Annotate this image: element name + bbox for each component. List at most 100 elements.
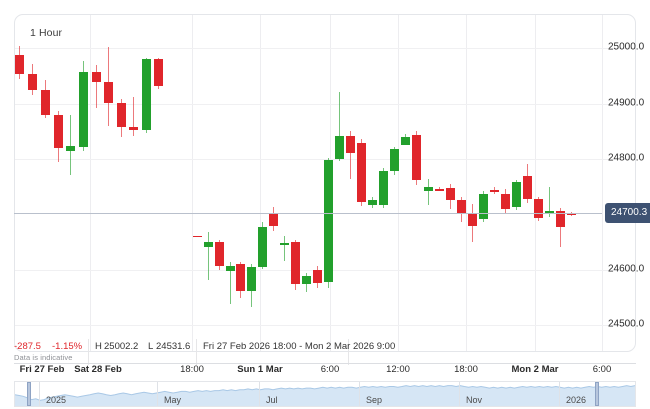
navigator-label: Jul bbox=[266, 395, 278, 405]
navigator-label: Sep bbox=[366, 395, 383, 405]
candle-wick bbox=[494, 186, 495, 194]
candle-body bbox=[66, 145, 75, 152]
price-axis-label: 24800.0 bbox=[608, 152, 645, 164]
low-value: 24531.6 bbox=[156, 341, 191, 352]
candle-wick bbox=[405, 133, 406, 140]
candle-body bbox=[247, 266, 256, 292]
period-range: Fri 27 Feb 2026 18:00 - Mon 2 Mar 2026 9… bbox=[203, 341, 396, 352]
candle-wick bbox=[208, 232, 209, 280]
candle-body bbox=[412, 134, 421, 181]
candle-body bbox=[104, 81, 113, 103]
candle-body bbox=[468, 213, 477, 226]
candle-body bbox=[512, 182, 521, 207]
candle-body bbox=[54, 114, 63, 149]
candle-wick bbox=[560, 207, 561, 247]
candle-body bbox=[379, 171, 388, 205]
navigator-gridline bbox=[459, 382, 460, 406]
candle-body bbox=[357, 142, 366, 203]
current-price-line bbox=[14, 213, 602, 215]
low-label: L bbox=[148, 341, 154, 352]
gridline-vertical bbox=[466, 15, 467, 351]
candle-body bbox=[390, 149, 399, 172]
candle-body bbox=[41, 90, 50, 115]
candle-body bbox=[15, 55, 24, 74]
time-axis-label: Sat 28 Feb bbox=[74, 364, 122, 375]
price-axis-label: 24600.0 bbox=[608, 263, 645, 275]
navigator-handle-left[interactable] bbox=[27, 382, 31, 406]
candle-body bbox=[269, 213, 278, 226]
candle-body bbox=[446, 187, 455, 201]
gridline-vertical bbox=[260, 15, 261, 351]
price-axis-label: 24500.0 bbox=[608, 318, 645, 330]
high-label: H bbox=[95, 341, 102, 352]
legend-divider bbox=[196, 339, 197, 365]
navigator-area-chart bbox=[15, 385, 635, 406]
candle-body bbox=[523, 175, 532, 200]
gridline-vertical bbox=[192, 15, 193, 351]
time-axis-label: 18:00 bbox=[180, 364, 204, 375]
gridline-vertical bbox=[602, 15, 603, 351]
navigator-handle-right[interactable] bbox=[595, 382, 599, 406]
candle-body bbox=[313, 269, 322, 284]
candle-body bbox=[129, 127, 138, 131]
candle-body bbox=[401, 137, 410, 145]
indicative-note: Data is indicative bbox=[14, 353, 73, 362]
navigator-label: May bbox=[164, 395, 182, 405]
candle-body bbox=[479, 193, 488, 219]
interval-label: 1 Hour bbox=[30, 27, 63, 39]
candle-body bbox=[226, 265, 235, 272]
candle-body bbox=[291, 242, 300, 285]
time-axis-label: 6:00 bbox=[592, 364, 612, 375]
candle-body bbox=[28, 73, 37, 91]
candle-body bbox=[534, 199, 543, 218]
navigator[interactable]: 2025 May Jul Sep Nov 2026 bbox=[14, 381, 636, 407]
candle-body bbox=[545, 211, 554, 214]
candle-body bbox=[324, 160, 333, 283]
candle-body bbox=[490, 190, 499, 192]
time-axis-label: 18:00 bbox=[454, 364, 478, 375]
candle-wick bbox=[549, 186, 550, 217]
navigator-gridline bbox=[39, 382, 40, 406]
current-price-badge: 24700.3 bbox=[606, 204, 650, 223]
candle-wick bbox=[284, 235, 285, 262]
candle-body bbox=[335, 135, 344, 160]
candle-body bbox=[215, 242, 224, 266]
legend-divider bbox=[88, 339, 89, 365]
candle-wick bbox=[70, 114, 71, 175]
change-percent: -1.15% bbox=[52, 341, 83, 352]
change-absolute: -287.5 bbox=[14, 341, 41, 352]
time-axis-label: 6:00 bbox=[320, 364, 340, 375]
candle-body bbox=[154, 59, 163, 87]
time-axis-label: Fri 27 Feb bbox=[19, 364, 65, 375]
candle-wick bbox=[350, 131, 351, 180]
gridline-horizontal bbox=[15, 325, 635, 327]
candle-body bbox=[457, 200, 466, 214]
candle-body bbox=[92, 71, 101, 82]
price-axis-label: 25000.0 bbox=[608, 41, 645, 53]
candle-body bbox=[280, 243, 289, 245]
gridline-vertical bbox=[398, 15, 399, 351]
time-axis-label: Sun 1 Mar bbox=[237, 364, 283, 375]
candle-body bbox=[79, 71, 88, 147]
navigator-label: 2026 bbox=[566, 395, 587, 405]
candle-body bbox=[501, 193, 510, 210]
candle-body bbox=[424, 186, 433, 192]
time-axis: Fri 27 Feb Sat 28 Feb 18:00 Sun 1 Mar 6:00 12… bbox=[0, 364, 650, 380]
navigator-gridline bbox=[559, 382, 560, 406]
candle-wick bbox=[428, 179, 429, 205]
gridline-vertical bbox=[90, 15, 91, 351]
legend-divider bbox=[348, 339, 349, 365]
navigator-label: 2025 bbox=[46, 395, 67, 405]
high-value: 25002.2 bbox=[104, 341, 139, 352]
candle-wick bbox=[230, 262, 231, 305]
gridline-horizontal bbox=[15, 159, 635, 161]
price-axis: 25000.0 24900.0 24800.0 24600.0 24500.0 bbox=[604, 14, 650, 352]
candle-body bbox=[346, 135, 355, 153]
candle-wick bbox=[439, 186, 440, 191]
candle-body bbox=[117, 102, 126, 128]
candle-wick bbox=[96, 64, 97, 109]
time-axis-label: 12:00 bbox=[386, 364, 410, 375]
navigator-gridline bbox=[359, 382, 360, 406]
candle-body bbox=[302, 275, 311, 285]
